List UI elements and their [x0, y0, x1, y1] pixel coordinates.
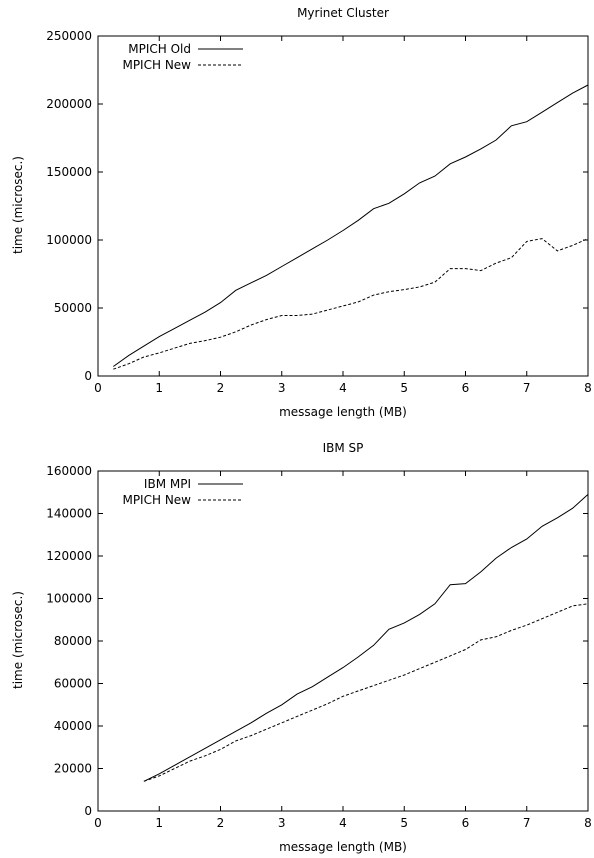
- y-tick-label: 20000: [54, 762, 92, 776]
- y-tick-label: 100000: [46, 233, 92, 247]
- y-tick-label: 120000: [46, 549, 92, 563]
- series-line-1: [113, 238, 589, 370]
- y-tick-label: 40000: [54, 719, 92, 733]
- axis-ticks: 0 1 2 3 4 5 6 7 8 0 50000 100000 150000 200000 250000: [46, 29, 592, 395]
- axis-ticks: 0 1 2 3 4 5 6 7 8 0 20000 40000 60000 80000 100000 1200…: [46, 464, 592, 830]
- x-tick-label: 0: [94, 816, 102, 830]
- chart-ibm-sp: IBM SP time (microsec.) message length (…: [11, 441, 592, 854]
- x-tick-label: 0: [94, 381, 102, 395]
- plot-frame: [97, 35, 589, 377]
- x-tick-label: 6: [462, 381, 470, 395]
- y-tick-label: 150000: [46, 165, 92, 179]
- y-tick-label: 140000: [46, 507, 92, 521]
- series-line-0: [113, 84, 589, 367]
- legend-label: MPICH New: [122, 58, 191, 72]
- x-tick-label: 5: [400, 381, 408, 395]
- y-tick-label: 100000: [46, 592, 92, 606]
- chart-myrinet: Myrinet Cluster time (microsec.) message…: [11, 6, 592, 419]
- y-axis-title: time (microsec.): [11, 156, 25, 254]
- series-line-0: [143, 494, 589, 782]
- legend-label: MPICH Old: [128, 42, 191, 56]
- x-tick-label: 1: [155, 816, 163, 830]
- y-tick-label: 200000: [46, 97, 92, 111]
- y-tick-label: 250000: [46, 29, 92, 43]
- y-tick-label: 80000: [54, 634, 92, 648]
- x-tick-label: 3: [278, 381, 286, 395]
- x-tick-label: 4: [339, 381, 347, 395]
- y-tick-label: 0: [84, 804, 92, 818]
- x-tick-label: 7: [523, 816, 531, 830]
- y-tick-label: 0: [84, 369, 92, 383]
- x-tick-label: 8: [584, 381, 592, 395]
- x-axis-title: message length (MB): [279, 405, 407, 419]
- x-tick-label: 2: [217, 381, 225, 395]
- x-tick-label: 1: [155, 381, 163, 395]
- legend-label: MPICH New: [122, 493, 191, 507]
- y-axis-title: time (microsec.): [11, 591, 25, 689]
- x-tick-label: 5: [400, 816, 408, 830]
- y-tick-label: 60000: [54, 677, 92, 691]
- x-tick-label: 3: [278, 816, 286, 830]
- plot-frame: [97, 470, 589, 812]
- x-tick-label: 6: [462, 816, 470, 830]
- x-axis-title: message length (MB): [279, 840, 407, 854]
- series-lines: [113, 84, 589, 370]
- legend-label: IBM MPI: [144, 477, 191, 491]
- y-tick-label: 50000: [54, 301, 92, 315]
- chart-title: Myrinet Cluster: [297, 6, 389, 20]
- x-tick-label: 4: [339, 816, 347, 830]
- chart-title: IBM SP: [323, 441, 364, 455]
- x-tick-label: 2: [217, 816, 225, 830]
- x-tick-label: 8: [584, 816, 592, 830]
- x-tick-label: 7: [523, 381, 531, 395]
- series-line-1: [143, 603, 589, 782]
- legend: MPICH Old MPICH New: [122, 42, 243, 72]
- y-tick-label: 160000: [46, 464, 92, 478]
- legend: IBM MPI MPICH New: [122, 477, 243, 507]
- series-lines: [143, 494, 589, 782]
